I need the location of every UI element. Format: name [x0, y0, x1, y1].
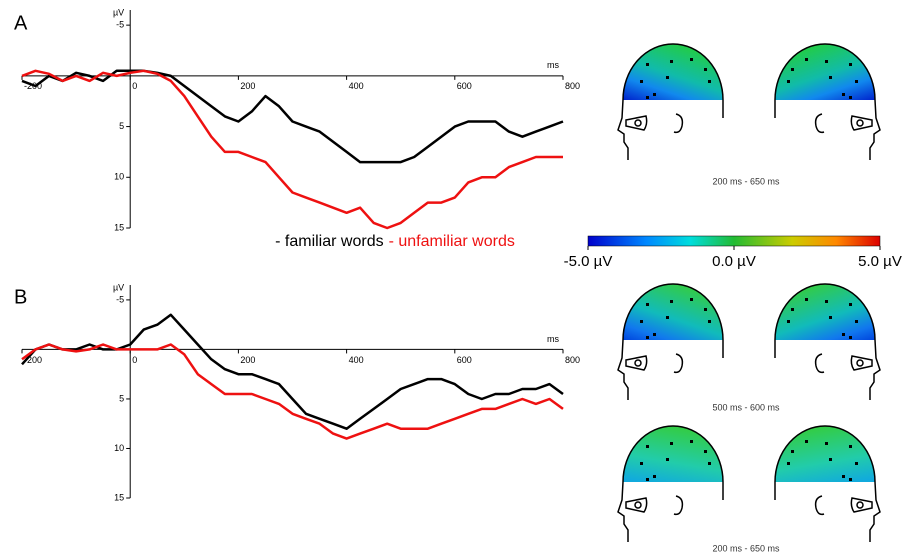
x-axis-label: ms: [547, 334, 559, 344]
time-window: 200 ms - 650 ms: [712, 176, 780, 186]
topomap: [774, 43, 881, 161]
x-tick-label: 0: [132, 355, 137, 365]
y-tick-label: -5: [116, 294, 124, 304]
x-tick-label: 200: [240, 355, 255, 365]
x-tick-label: 600: [457, 81, 472, 91]
topomap: [617, 283, 724, 401]
line-series: [21, 313, 564, 430]
topomap: [774, 283, 881, 401]
line-series: [21, 343, 564, 440]
x-tick-label: 200: [240, 81, 255, 91]
y-tick-label: 10: [114, 443, 124, 453]
line-series: [21, 69, 564, 164]
panel-label: A: [14, 12, 28, 34]
x-tick-label: -200: [24, 355, 42, 365]
y-tick-label: 10: [114, 172, 124, 182]
topomap: [617, 425, 724, 543]
colorbar-tick-label: 0.0 µV: [712, 253, 756, 270]
colorbar-tick-label: -5.0 µV: [564, 253, 613, 270]
y-axis-label: µV: [113, 282, 124, 292]
time-window: 500 ms - 600 ms: [712, 402, 780, 412]
y-tick-label: 5: [119, 121, 124, 131]
time-window: 200 ms - 650 ms: [712, 543, 780, 553]
topomap: [774, 425, 881, 543]
y-tick-label: -5: [116, 20, 124, 30]
colorbar: [587, 235, 881, 247]
legend: - familiar words - unfamiliar words: [275, 233, 515, 250]
x-axis-label: ms: [547, 60, 559, 70]
y-tick-label: 15: [114, 222, 124, 232]
x-tick-label: 400: [349, 355, 364, 365]
x-tick-label: 400: [349, 81, 364, 91]
panel-label: B: [14, 286, 27, 308]
x-tick-label: 800: [565, 355, 580, 365]
topomap: [617, 43, 724, 161]
legend-entry: - unfamiliar words: [389, 233, 515, 250]
y-axis-label: µV: [113, 7, 124, 17]
x-tick-label: 600: [457, 355, 472, 365]
colorbar-tick-label: 5.0 µV: [858, 253, 902, 270]
y-tick-label: 5: [119, 393, 124, 403]
x-tick-label: 0: [132, 81, 137, 91]
legend-entry: - familiar words: [275, 233, 383, 250]
line-series: [21, 69, 563, 230]
x-tick-label: 800: [565, 81, 580, 91]
y-tick-label: 15: [114, 492, 124, 502]
